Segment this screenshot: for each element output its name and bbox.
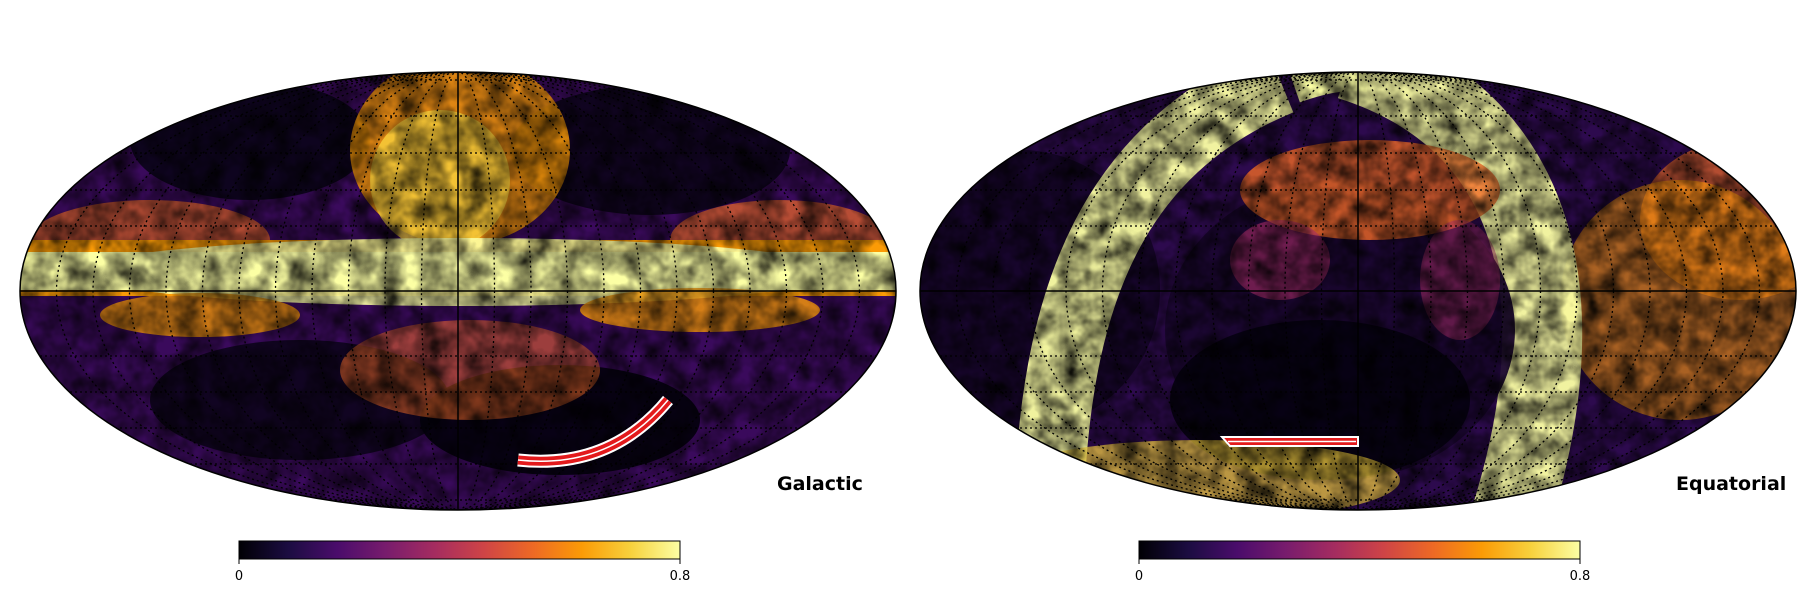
galactic-map-border (19, 71, 897, 511)
equatorial-colorbar: 0 0.8 (1135, 540, 1591, 584)
galactic-sky-map (20, 72, 896, 510)
galactic-colorbar-gradient (238, 540, 681, 560)
equatorial-map-svg: Equatorial 0 0.8 (919, 71, 1797, 584)
equatorial-map-border (919, 71, 1797, 511)
coordinate-label-equatorial: Equatorial (1676, 473, 1786, 495)
galactic-colorbar: 0 0.8 (235, 540, 691, 584)
equatorial-sky-map (920, 72, 1796, 510)
coordinate-label-galactic: Galactic (777, 473, 863, 495)
equatorial-colorbar-min-label: 0 (1135, 569, 1143, 584)
galactic-map-svg: Galactic 0 0.8 (19, 71, 897, 584)
galactic-axes-lines (20, 72, 896, 510)
equatorial-colorbar-max-label: 0.8 (1570, 569, 1591, 584)
galactic-panel: Galactic 0 0.8 (19, 71, 897, 584)
equatorial-colorbar-gradient (1138, 540, 1581, 560)
galactic-survey-footprint (517, 395, 674, 468)
galactic-colorbar-min-label: 0 (235, 569, 243, 584)
equatorial-survey-footprint (1219, 436, 1359, 447)
galactic-colorbar-max-label: 0.8 (670, 569, 691, 584)
equatorial-panel: Equatorial 0 0.8 (900, 0, 1800, 600)
